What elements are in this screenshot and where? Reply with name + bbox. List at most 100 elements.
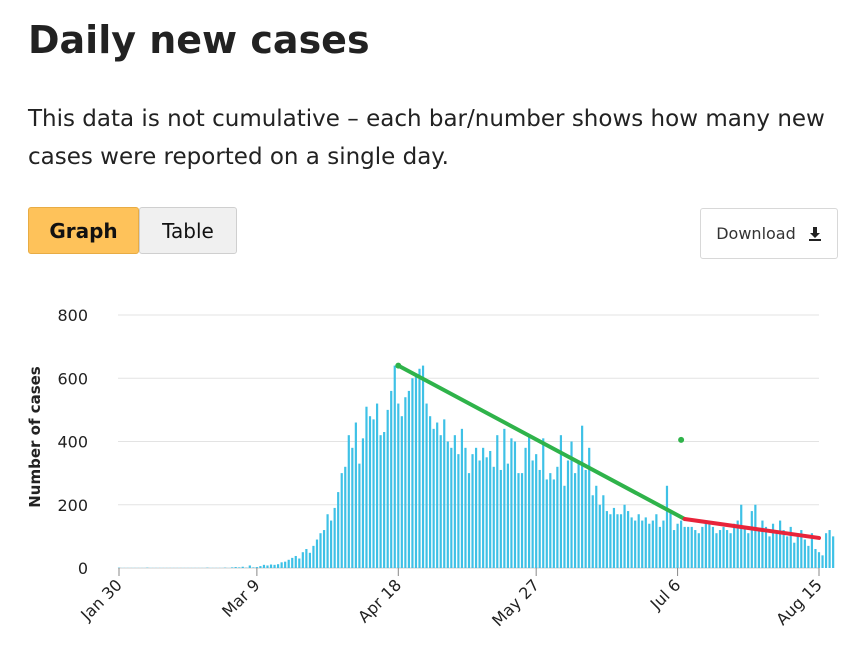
bar	[209, 567, 213, 568]
bar	[591, 495, 594, 568]
x-tick-label: Apr 18	[354, 575, 405, 626]
bar	[347, 435, 350, 568]
y-axis-label: Number of cases	[26, 366, 44, 508]
bar	[722, 526, 725, 568]
daily-cases-chart: Jan 30 Mar 9 Apr 18 May 27 Jul 6 Aug 15 0 200 4…	[26, 306, 835, 630]
bar	[754, 504, 757, 568]
bar	[687, 526, 690, 568]
bar	[474, 447, 478, 568]
bar	[803, 539, 806, 568]
bar	[199, 567, 202, 568]
bar	[743, 526, 746, 568]
chart-description: This data is not cumulative – each bar/n…	[28, 106, 825, 170]
bar	[545, 479, 548, 568]
bar	[612, 507, 616, 568]
bar	[446, 441, 449, 568]
bar	[535, 454, 538, 568]
bar	[213, 567, 216, 568]
bars	[117, 365, 835, 568]
bar	[305, 549, 308, 568]
trend-line-recent	[682, 516, 821, 540]
y-tick-label: 200	[57, 496, 88, 515]
bar	[393, 365, 396, 568]
bar	[216, 567, 220, 568]
bar	[605, 511, 608, 568]
trend-lines	[395, 362, 821, 540]
bar	[747, 533, 750, 568]
bar	[241, 566, 244, 568]
bar	[181, 567, 184, 568]
bar	[124, 567, 128, 568]
bar	[255, 567, 258, 568]
bar	[287, 559, 290, 568]
bar	[174, 567, 177, 568]
bar	[506, 463, 509, 568]
bar	[414, 375, 418, 568]
bar	[566, 460, 570, 568]
bar	[379, 435, 382, 568]
bar	[178, 567, 181, 568]
bar	[358, 463, 361, 568]
bar	[680, 520, 683, 568]
bar	[291, 557, 294, 568]
bar	[573, 473, 577, 568]
bar	[503, 428, 506, 568]
bar	[559, 435, 563, 568]
bar	[142, 567, 145, 568]
bar	[821, 555, 824, 568]
bar	[273, 564, 276, 568]
bar	[768, 536, 771, 568]
x-tick-label: Jul 6	[646, 575, 685, 614]
bar	[644, 517, 647, 568]
bar	[789, 526, 792, 568]
bar	[704, 520, 707, 568]
x-tick-label: Aug 15	[772, 575, 826, 629]
y-tick-label: 400	[57, 433, 88, 452]
bar	[800, 530, 803, 568]
x-tick-label: Mar 9	[218, 575, 264, 621]
y-tick-label: 0	[78, 559, 88, 578]
bar	[202, 567, 205, 568]
tab-graph[interactable]: Graph	[28, 207, 139, 254]
bar	[757, 530, 760, 568]
tab-table[interactable]: Table	[139, 207, 237, 254]
bar	[156, 567, 159, 568]
bar	[457, 454, 460, 568]
bar	[807, 545, 810, 568]
bar	[284, 561, 287, 568]
bar	[407, 390, 410, 568]
bar	[832, 536, 835, 568]
bar	[340, 473, 343, 568]
download-icon	[808, 226, 822, 242]
bar	[269, 564, 273, 568]
bar	[294, 555, 297, 568]
bar	[581, 425, 584, 568]
bar	[471, 454, 474, 568]
bar	[623, 504, 626, 568]
bar	[333, 507, 336, 568]
bar	[322, 530, 326, 568]
bar	[672, 530, 676, 568]
y-axis: 0 200 400 600 800	[57, 306, 88, 578]
bar	[517, 473, 520, 568]
bar	[520, 473, 524, 568]
bar	[718, 530, 722, 568]
bar	[485, 457, 488, 568]
bar	[139, 567, 142, 568]
y-tick-label: 800	[57, 306, 88, 325]
bar	[584, 469, 587, 568]
bar	[344, 466, 347, 568]
bar	[651, 520, 654, 568]
bar	[132, 567, 135, 568]
download-button[interactable]: Download	[700, 208, 838, 259]
bar	[528, 435, 531, 568]
bar	[128, 567, 131, 568]
bar	[439, 435, 442, 568]
trend-line-decline	[396, 363, 687, 521]
bar	[375, 403, 379, 568]
bar	[308, 552, 312, 568]
bar	[467, 473, 471, 568]
bar	[192, 567, 195, 568]
bar	[404, 397, 407, 568]
bar	[648, 523, 651, 568]
